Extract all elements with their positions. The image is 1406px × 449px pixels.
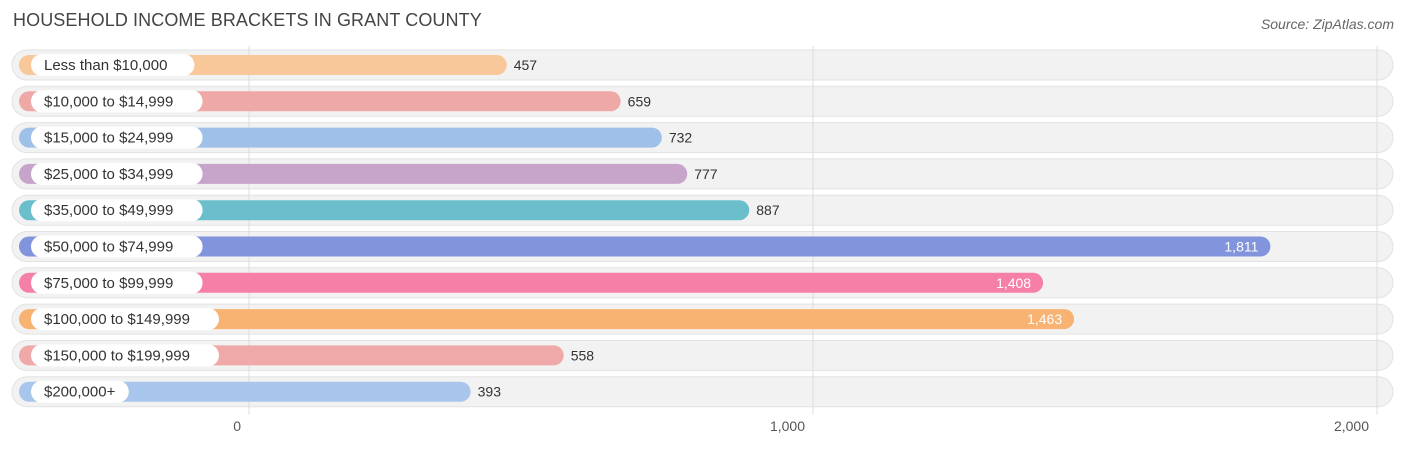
- chart-source: Source: ZipAtlas.com: [1260, 16, 1394, 32]
- value-label: 659: [628, 93, 652, 109]
- category-label-background: [31, 90, 203, 113]
- category-label-background: [31, 162, 203, 185]
- category-label: $10,000 to $14,999: [44, 93, 173, 110]
- bar: [19, 200, 750, 221]
- bar: [19, 236, 1271, 257]
- tick-label: 1,000: [770, 418, 805, 434]
- x-axis-ticks: 0 1,000 2,000: [233, 418, 1369, 434]
- bar: [19, 381, 471, 402]
- category-label-background: [31, 380, 129, 403]
- bars: Less than $10,000 457 $10,000 to $14,999 65…: [19, 54, 1271, 403]
- category-label: $150,000 to $199,999: [44, 347, 190, 364]
- chart-title: HOUSEHOLD INCOME BRACKETS IN GRANT COUNT…: [13, 10, 482, 30]
- category-label-background: [31, 54, 195, 76]
- category-label: Less than $10,000: [44, 57, 167, 74]
- category-label: $15,000 to $24,999: [44, 130, 173, 147]
- tick-label: 2,000: [1334, 418, 1369, 434]
- category-label-background: [31, 235, 203, 258]
- tick-label: 0: [233, 418, 241, 434]
- category-label: $200,000+: [44, 384, 116, 401]
- category-label-background: [31, 126, 203, 149]
- category-label: $100,000 to $149,999: [44, 311, 190, 328]
- value-label: 1,408: [996, 275, 1031, 291]
- value-label: 1,463: [1027, 311, 1062, 327]
- value-label: 457: [514, 57, 538, 73]
- value-label: 887: [756, 202, 780, 218]
- category-label: $50,000 to $74,999: [44, 239, 173, 256]
- category-label-background: [31, 199, 203, 222]
- value-label: 1,811: [1224, 239, 1258, 255]
- category-label: $35,000 to $49,999: [44, 202, 173, 219]
- value-label: 732: [669, 130, 693, 146]
- category-label: $75,000 to $99,999: [44, 275, 173, 292]
- category-label-background: [31, 308, 219, 331]
- value-label: 393: [478, 384, 502, 400]
- value-label: 777: [694, 166, 718, 182]
- category-label-background: [31, 271, 203, 294]
- value-label: 558: [571, 347, 595, 363]
- category-label-background: [31, 344, 219, 367]
- bar: [19, 272, 1044, 293]
- category-label: $25,000 to $34,999: [44, 166, 173, 183]
- bar: [19, 309, 1075, 330]
